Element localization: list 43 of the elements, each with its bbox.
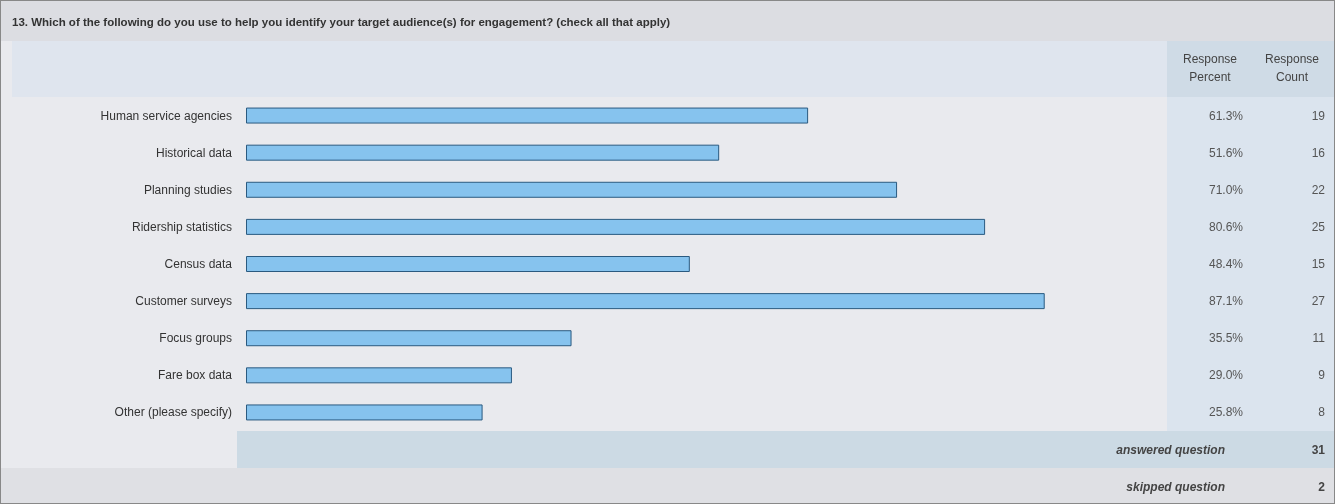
data-label: 71.0% [1207,182,1243,197]
y-tick-label: Planning studies [143,182,232,197]
text: answered question [1115,443,1225,457]
bar [246,330,572,347]
text: 19 [1310,108,1325,123]
y-tick-label: Fare box data [157,368,233,383]
bar [246,107,809,124]
text: 11 [1311,331,1325,346]
text: 2 [1317,480,1325,494]
y-tick-label: Census data [164,257,233,271]
bar [246,256,690,272]
bar [246,181,898,198]
data-label: 48.4% [1207,257,1243,271]
bar [246,404,483,421]
y-tick-label: Focus groups [159,331,232,346]
text: 15 [1310,257,1325,271]
y-tick-label: Ridership statistics [131,219,232,234]
data-label: 25.8% [1207,405,1243,420]
text: 16 [1310,145,1325,160]
text: skipped question [1125,480,1225,494]
chart-title: 13. Which of the following do you use to help you identify your target audience(s) for engagement? (check all that apply) [12,16,671,28]
y-tick-label: Other (please specify) [114,405,232,420]
text: 8 [1317,405,1325,420]
bar [246,367,512,384]
text: Response Percent [1181,51,1238,86]
text: 27 [1310,294,1325,309]
y-tick-label: Customer surveys [135,294,232,309]
bar [246,293,1045,310]
y-tick-label: Human service agencies [100,108,232,123]
data-label: 61.3% [1207,108,1243,123]
text: 9 [1317,368,1325,383]
bar [246,218,986,235]
text: 31 [1310,443,1325,457]
text: Response Count [1263,51,1320,86]
data-label: 51.6% [1207,145,1243,160]
bar [246,144,720,161]
text: 22 [1310,182,1325,197]
data-label: 35.5% [1207,331,1243,346]
data-label: 87.1% [1207,294,1243,309]
data-label: 29.0% [1207,368,1243,383]
data-label: 80.6% [1207,219,1243,234]
text: 25 [1310,219,1325,234]
y-tick-label: Historical data [155,145,233,160]
